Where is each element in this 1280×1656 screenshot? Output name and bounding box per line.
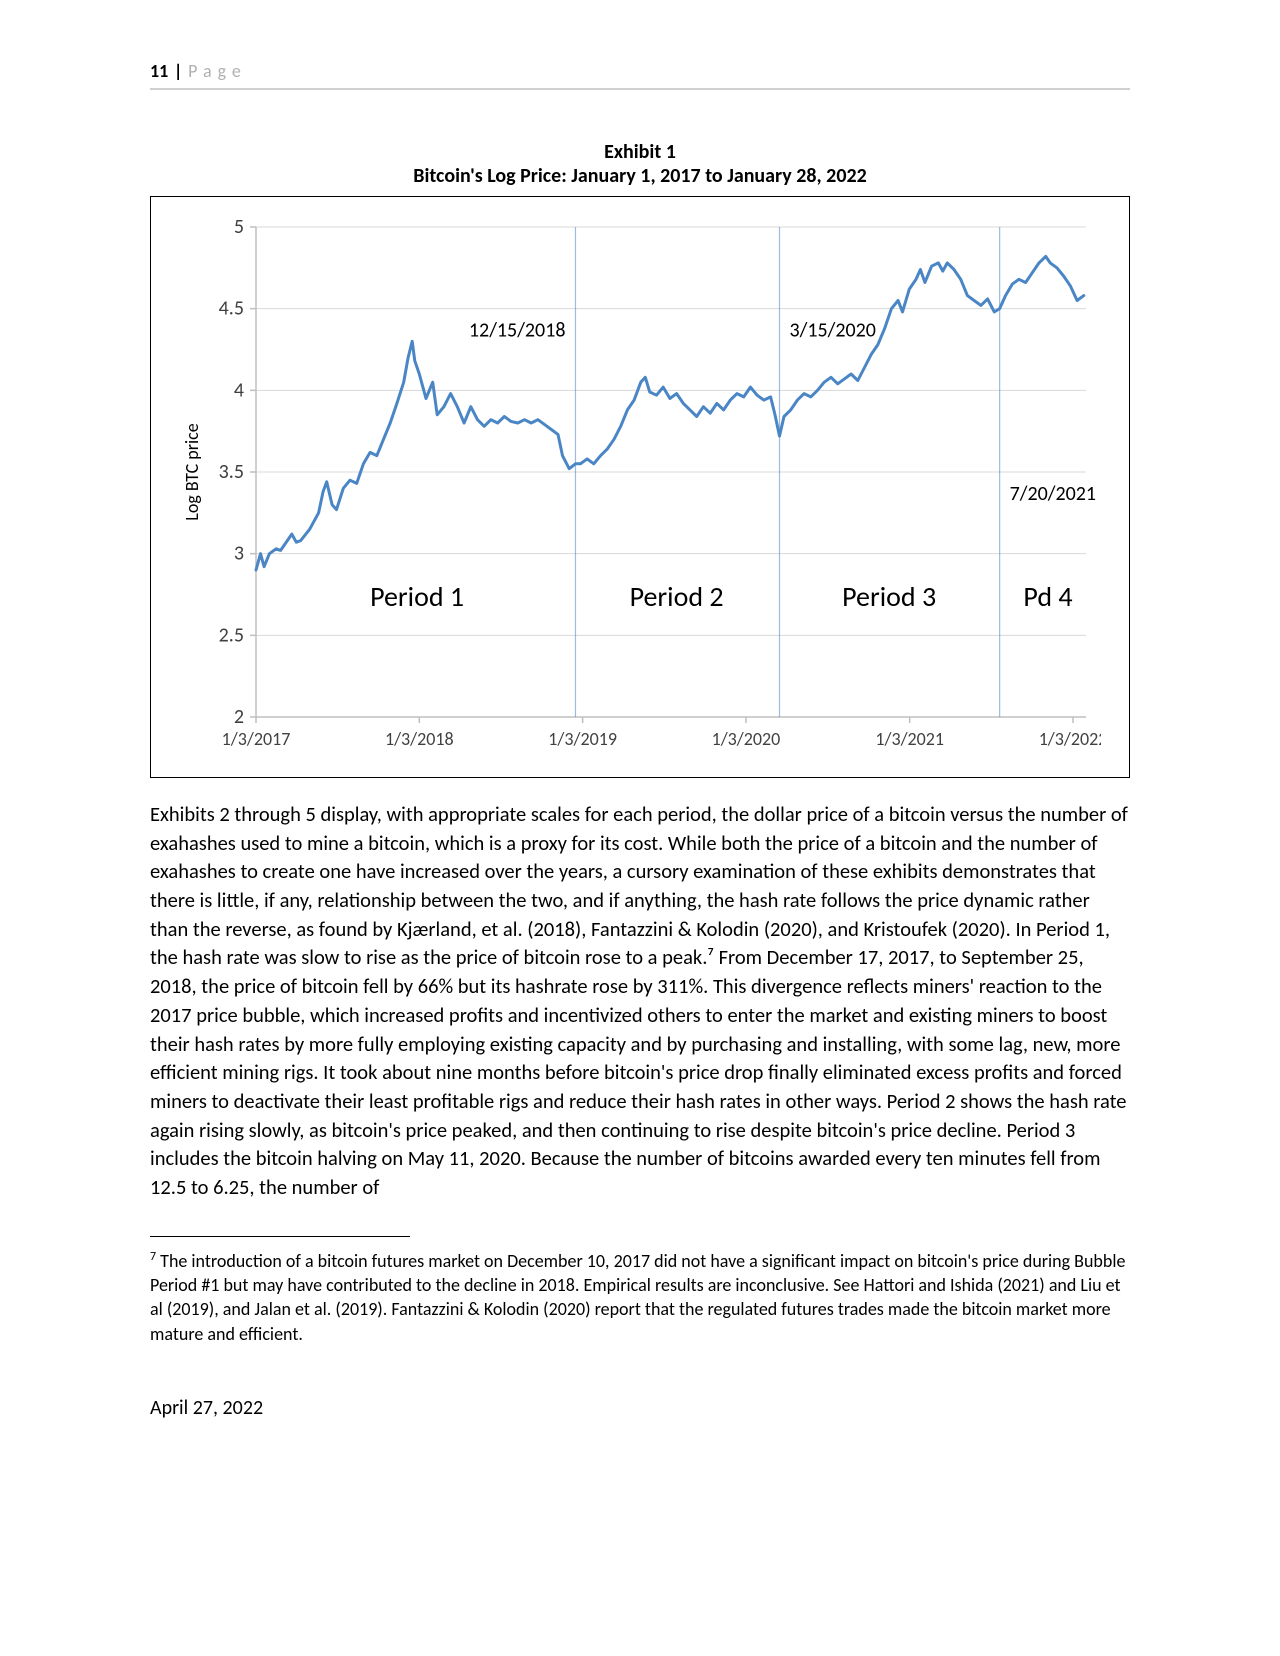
- svg-text:4.5: 4.5: [219, 297, 244, 321]
- chart-title-block: Exhibit 1 Bitcoin's Log Price: January 1…: [150, 140, 1130, 188]
- svg-text:1/3/2017: 1/3/2017: [222, 728, 291, 750]
- svg-text:Log BTC price: Log BTC price: [181, 423, 203, 521]
- svg-text:Period 2: Period 2: [630, 579, 724, 614]
- footnote-marker: 7: [150, 1250, 156, 1264]
- page-header: 11 | Page: [150, 60, 1130, 90]
- footnote-text: The introduction of a bitcoin futures ma…: [150, 1250, 1125, 1345]
- chart-title: Exhibit 1: [150, 140, 1130, 164]
- svg-text:Period 3: Period 3: [842, 579, 936, 614]
- footnote-rule: [150, 1236, 410, 1237]
- svg-text:3: 3: [234, 542, 244, 566]
- svg-text:2: 2: [234, 705, 244, 729]
- svg-text:3/15/2020: 3/15/2020: [790, 318, 876, 342]
- svg-text:4: 4: [234, 378, 244, 402]
- body-paragraph: Exhibits 2 through 5 display, with appro…: [150, 800, 1130, 1202]
- page-separator: |: [174, 60, 183, 82]
- footnote: 7 The introduction of a bitcoin futures …: [150, 1249, 1130, 1346]
- bitcoin-log-price-chart: 2 2.5 3 3.5 4 4.5 5 1/3/2017 1/3/2018 1/3/2019 1/3…: [161, 207, 1101, 767]
- svg-text:1/3/2021: 1/3/2021: [875, 728, 944, 750]
- footer-date: April 27, 2022: [150, 1396, 1130, 1420]
- svg-text:Period 1: Period 1: [370, 579, 464, 614]
- svg-text:1/3/2020: 1/3/2020: [712, 728, 781, 750]
- chart-subtitle: Bitcoin's Log Price: January 1, 2017 to …: [150, 164, 1130, 188]
- page-label: Page: [188, 60, 247, 82]
- svg-text:1/3/2022: 1/3/2022: [1039, 728, 1101, 750]
- chart-container: 2 2.5 3 3.5 4 4.5 5 1/3/2017 1/3/2018 1/3/2019 1/3…: [150, 196, 1130, 778]
- page-number: 11: [150, 60, 168, 82]
- svg-text:1/3/2018: 1/3/2018: [385, 728, 454, 750]
- svg-text:3.5: 3.5: [219, 460, 244, 484]
- svg-text:2.5: 2.5: [219, 623, 244, 647]
- svg-text:12/15/2018: 12/15/2018: [469, 318, 566, 342]
- svg-text:7/20/2021: 7/20/2021: [1010, 482, 1096, 506]
- svg-text:1/3/2019: 1/3/2019: [548, 728, 617, 750]
- svg-text:Pd 4: Pd 4: [1023, 579, 1072, 614]
- svg-text:5: 5: [234, 215, 244, 239]
